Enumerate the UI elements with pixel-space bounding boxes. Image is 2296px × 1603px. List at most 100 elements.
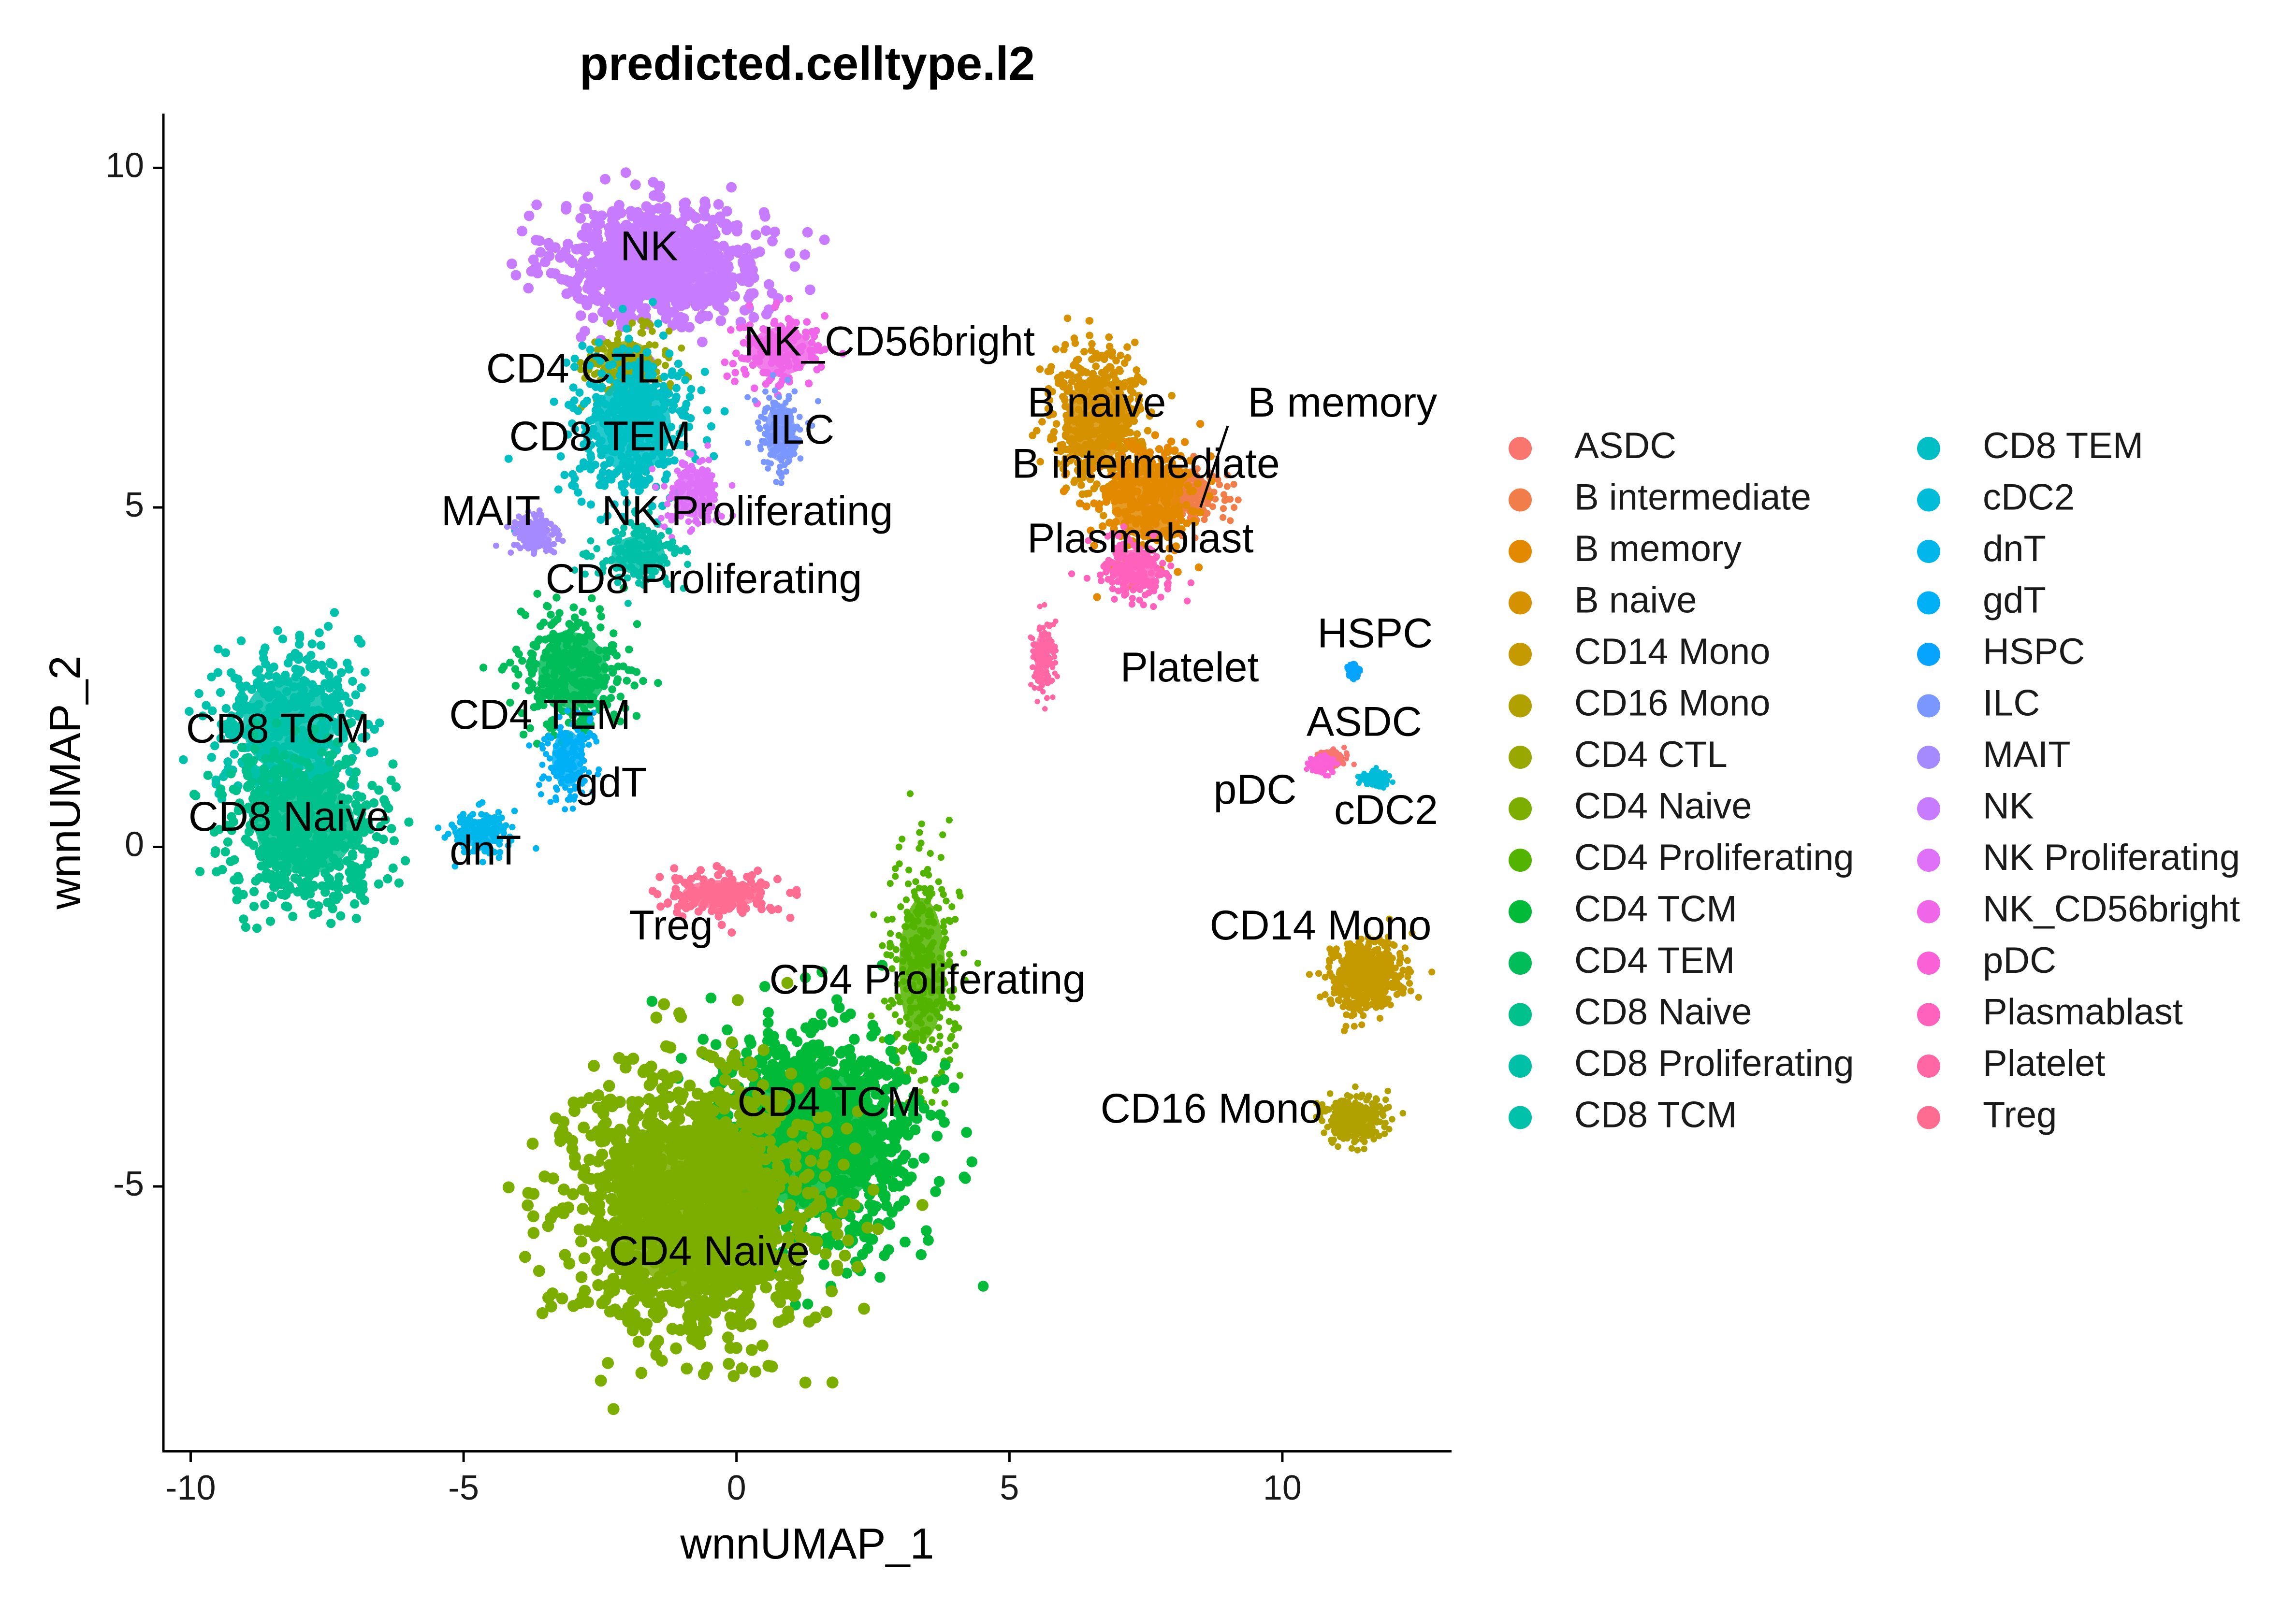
umap-point — [294, 651, 303, 661]
umap-point — [624, 296, 635, 307]
umap-point — [785, 248, 796, 259]
umap-point — [765, 465, 771, 472]
umap-point — [596, 210, 607, 221]
umap-point — [247, 685, 257, 694]
umap-point — [357, 683, 366, 693]
umap-point — [495, 809, 502, 816]
umap-point — [211, 846, 220, 856]
umap-point — [264, 671, 274, 680]
umap-point — [610, 220, 621, 231]
umap-point — [930, 1186, 941, 1197]
umap-point — [512, 645, 521, 654]
umap-point — [610, 629, 618, 637]
umap-point — [886, 930, 894, 937]
umap-point — [507, 259, 517, 269]
umap-point — [369, 747, 378, 756]
umap-point — [517, 607, 525, 616]
umap-point — [259, 654, 268, 663]
umap-point — [638, 317, 645, 324]
umap-point — [404, 817, 414, 827]
umap-point — [819, 234, 830, 246]
umap-point — [296, 756, 306, 765]
umap-point — [659, 331, 668, 340]
umap-point — [726, 182, 737, 193]
umap-point — [598, 297, 610, 308]
umap-point — [213, 668, 223, 677]
umap-point — [942, 935, 949, 943]
umap-point — [338, 760, 349, 770]
umap-point — [785, 396, 792, 402]
cluster-core — [595, 225, 725, 301]
umap-point — [612, 651, 621, 660]
umap-point — [952, 916, 959, 923]
cluster-points-nk-cd56bright — [721, 295, 847, 407]
umap-point — [665, 327, 673, 335]
umap-point — [280, 874, 290, 884]
umap-point — [560, 471, 569, 479]
umap-point — [300, 891, 310, 900]
umap-point — [517, 226, 527, 237]
umap-point — [587, 537, 595, 545]
umap-point — [316, 764, 325, 773]
umap-point — [233, 675, 243, 684]
chart-title: predicted.celltype.l2 — [580, 37, 1035, 90]
umap-point — [611, 290, 622, 301]
umap-point — [551, 549, 557, 556]
umap-point — [351, 767, 361, 777]
umap-point — [523, 283, 534, 294]
umap-point — [317, 881, 327, 891]
umap-point — [673, 372, 682, 380]
umap-point — [774, 905, 783, 913]
umap-point — [570, 622, 579, 631]
umap-point — [535, 247, 546, 258]
umap-point — [886, 939, 894, 947]
umap-point — [305, 763, 314, 772]
umap-point — [731, 369, 739, 376]
umap-point — [195, 866, 205, 877]
umap-point — [717, 921, 726, 929]
umap-point — [221, 648, 230, 657]
umap-point — [246, 781, 256, 791]
umap-point — [725, 869, 734, 878]
umap-point — [592, 234, 603, 245]
umap-point — [622, 472, 631, 481]
umap-point — [582, 191, 594, 202]
umap-point — [653, 890, 662, 898]
umap-point — [902, 896, 910, 903]
umap-point — [248, 756, 258, 765]
umap-point — [305, 663, 315, 672]
umap-point — [333, 881, 343, 891]
umap-point — [539, 257, 551, 268]
umap-point — [647, 321, 654, 329]
umap-point — [759, 211, 770, 222]
umap-point — [550, 242, 561, 253]
umap-point — [590, 294, 601, 305]
umap-point — [760, 459, 767, 465]
umap-point — [699, 196, 711, 207]
umap-point — [579, 607, 587, 616]
umap-point — [658, 212, 669, 223]
umap-point — [678, 344, 685, 352]
umap-point — [926, 893, 933, 901]
umap-point — [812, 355, 819, 363]
umap-point — [639, 322, 647, 330]
umap-point — [691, 297, 701, 308]
umap-point — [660, 306, 671, 318]
umap-point — [581, 623, 590, 632]
umap-point — [766, 904, 774, 912]
umap-point — [936, 1040, 943, 1048]
umap-point — [935, 905, 942, 912]
umap-point — [330, 608, 339, 617]
umap-point — [776, 394, 782, 401]
umap-point — [476, 801, 482, 808]
umap-point — [561, 204, 571, 215]
umap-point — [938, 886, 945, 893]
umap-point — [799, 249, 810, 260]
umap-point — [325, 683, 334, 693]
umap-point — [918, 820, 925, 827]
umap-point — [577, 497, 586, 506]
umap-point — [508, 549, 514, 556]
umap-point — [888, 915, 896, 923]
umap-point — [906, 790, 914, 797]
umap-point — [933, 1176, 945, 1187]
